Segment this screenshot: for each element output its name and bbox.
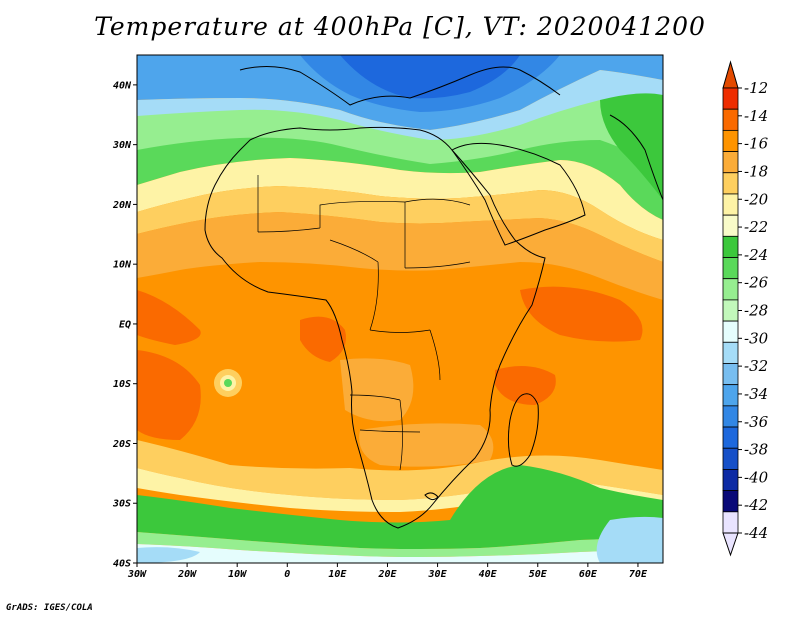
colorbar-label: -34 — [744, 385, 768, 403]
colorbar-swatch — [722, 511, 739, 534]
colorbar-swatch — [722, 363, 739, 386]
field-patch-darkorange-atlantic — [137, 290, 201, 345]
colorbar-label: -42 — [744, 496, 768, 514]
europe-coastline — [239, 66, 561, 106]
colorbar-swatch — [722, 172, 739, 195]
colorbar-bottom-arrow — [722, 532, 739, 557]
country-borders — [257, 175, 471, 471]
colorbar-label: -32 — [744, 357, 768, 375]
field-patch-darkorange-sw-atlantic — [137, 350, 201, 440]
field-band-green-northeast — [600, 93, 663, 200]
lat-tick-label: 30N — [112, 140, 132, 151]
lon-tick-label: 70E — [629, 569, 648, 580]
colorbar: -12 -14 -16 -18 -20 -22 -24 -26 -28 -30 -32 -34 -36 -… — [722, 60, 769, 557]
colorbar-label: -30 — [744, 329, 769, 347]
lon-tick-label: 30E — [428, 569, 448, 580]
colorbar-label: -36 — [744, 413, 769, 431]
lat-tick-label: 20N — [112, 200, 132, 211]
field-band-paleyellow-north — [137, 158, 663, 240]
lat-tick-label: 40N — [113, 80, 132, 91]
lat-tick-label: 10N — [113, 260, 132, 271]
colorbar-swatch — [722, 257, 739, 280]
colorbar-label: -44 — [744, 524, 768, 542]
field-patch-lightorange-angola — [340, 358, 414, 422]
colorbar-label: -22 — [744, 218, 768, 236]
colorbar-label: -16 — [744, 135, 769, 153]
colorbar-swatch — [722, 447, 739, 470]
colorbar-swatch — [722, 108, 739, 131]
field-patch-lightorange-southafrica — [359, 423, 494, 467]
colorbar-swatch — [722, 235, 739, 258]
field-band-yellow-south — [137, 440, 663, 500]
colorbar-label: -38 — [744, 441, 768, 459]
longitude-ticks: 30W 20W 10W 0 10E 20E 30E 40E 50E 60E 70E — [127, 563, 648, 580]
sa-lake — [424, 492, 439, 501]
lon-tick-label: 10W — [228, 569, 247, 580]
field-band-lightorange-north — [137, 212, 663, 300]
colorbar-label: -20 — [744, 190, 769, 208]
lat-tick-label: 30S — [112, 499, 131, 510]
lat-tick-label: 40S — [113, 559, 131, 570]
lat-tick-label: EQ — [119, 319, 131, 330]
lon-tick-label: 10E — [328, 569, 347, 580]
colorbar-swatch — [722, 426, 739, 449]
field-patch-darkorange-madagascar — [495, 366, 556, 405]
colorbar-label: -26 — [744, 274, 769, 292]
colorbar-swatch — [722, 151, 739, 174]
temperature-field — [137, 55, 663, 563]
colorbar-label: -40 — [744, 468, 769, 486]
credit-label: GrADS: IGES/COLA — [6, 603, 93, 613]
colorbar-label: -12 — [744, 79, 768, 97]
lon-tick-label: 30W — [127, 569, 147, 580]
colorbar-swatch — [722, 87, 739, 110]
lat-tick-label: 20S — [112, 439, 131, 450]
india-coastline — [609, 114, 663, 201]
field-band-lightblue-south — [137, 547, 200, 563]
colorbar-swatch — [722, 320, 739, 343]
field-band-cyan-south — [137, 544, 663, 563]
lat-tick-label: 10S — [113, 379, 131, 390]
lon-tick-label: 0 — [284, 569, 290, 580]
field-patch-darkorange-indian — [520, 286, 643, 342]
field-band-lightgreen-south — [137, 532, 663, 557]
colorbar-swatch — [722, 384, 739, 407]
lon-tick-label: 20E — [377, 569, 397, 580]
colorbar-label: -18 — [744, 162, 768, 180]
colorbar-swatch — [722, 341, 739, 364]
madagascar-coastline — [507, 393, 539, 467]
field-band-paleyellow-south — [137, 468, 663, 512]
field-band-lightblue-south-east — [596, 516, 663, 563]
colorbar-swatch — [722, 469, 739, 492]
lon-tick-label: 50E — [529, 569, 548, 580]
colorbar-swatch — [722, 299, 739, 322]
field-band-lightgreen-north — [137, 100, 663, 170]
colorbar-swatch — [722, 129, 739, 152]
colorbar-swatch — [722, 214, 739, 237]
africa-coastline — [204, 126, 546, 529]
colorbar-label: -24 — [744, 246, 768, 264]
colorbar-swatch — [722, 278, 739, 301]
colorbar-swatch — [722, 405, 739, 428]
plot-frame — [136, 54, 664, 564]
colorbar-swatch — [722, 490, 739, 513]
chart-title: Temperature at 400hPa [C], VT: 202004120… — [94, 12, 706, 41]
latitude-ticks: 40N 30N 20N 10N EQ 10S 20S 30S 40S — [112, 80, 137, 570]
coastlines — [204, 66, 663, 529]
lon-tick-label: 20W — [177, 569, 197, 580]
colorbar-top-arrow — [722, 60, 739, 89]
field-band-deepblue-north — [340, 55, 520, 99]
lon-tick-label: 60E — [579, 569, 598, 580]
field-band-yellow-north — [137, 186, 663, 262]
colorbar-swatch — [722, 193, 739, 216]
colorbar-label: -14 — [744, 107, 768, 125]
colorbar-label: -28 — [744, 302, 768, 320]
field-spot-green-atlantic — [224, 379, 232, 387]
arabia-coastline — [451, 142, 586, 246]
lon-tick-label: 40E — [479, 569, 498, 580]
field-band-green-south — [137, 465, 663, 549]
field-patch-darkorange-congo — [300, 316, 346, 362]
